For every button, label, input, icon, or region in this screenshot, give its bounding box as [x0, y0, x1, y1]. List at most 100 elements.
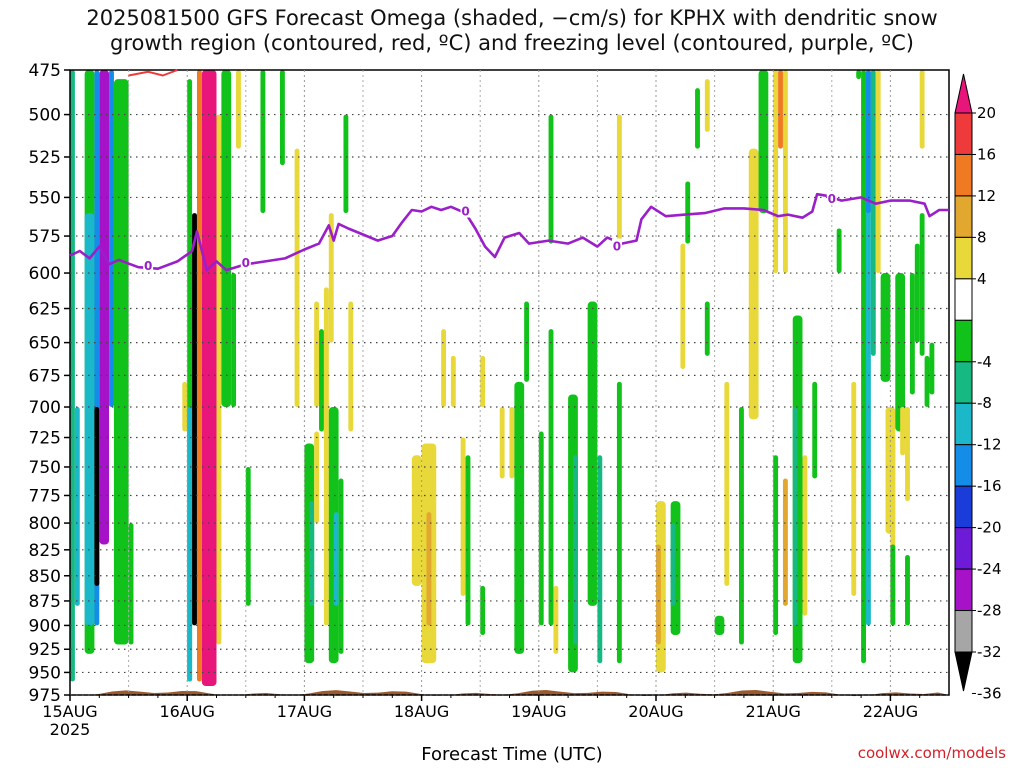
credit-text: coolwx.com/models — [857, 744, 1006, 762]
omega-cell — [656, 544, 661, 645]
y-tick-label: 700 — [29, 398, 61, 418]
colorbar-label: 16 — [977, 145, 996, 163]
y-tick-label: 625 — [29, 300, 61, 320]
omega-cell — [74, 407, 80, 606]
omega-cell — [919, 70, 925, 149]
y-tick-label: 500 — [29, 106, 61, 126]
omega-cell — [861, 70, 866, 664]
colorbar-label: -24 — [977, 560, 1002, 578]
colorbar-bin — [954, 444, 973, 487]
y-tick-label: 600 — [29, 264, 61, 284]
omega-cell — [319, 329, 324, 432]
freezing-level-label: 0 — [828, 192, 836, 206]
omega-cell — [524, 301, 530, 382]
omega-cell — [548, 329, 554, 626]
omega-cell — [616, 381, 622, 664]
omega-cell — [890, 544, 896, 626]
omega-cell — [450, 355, 456, 408]
omega-cell — [865, 70, 871, 214]
x-tick-label: 17AUG — [277, 702, 332, 721]
colorbar-top-triangle — [954, 73, 973, 114]
omega-cell — [343, 114, 349, 214]
colorbar-bin — [954, 153, 973, 197]
omega-cell — [670, 523, 676, 606]
omega-cell — [792, 407, 798, 626]
omega-cell — [616, 114, 622, 244]
omega-cell — [70, 70, 75, 682]
freezing-level-label-bg — [143, 257, 154, 272]
colorbar-label: -12 — [977, 436, 1002, 454]
x-tick-sublabel: 2025 — [50, 720, 91, 739]
omega-cell — [924, 355, 930, 408]
colorbar-bin — [954, 485, 973, 529]
y-tick-label: 475 — [29, 61, 61, 81]
colorbar-bin — [954, 195, 973, 238]
omega-cell — [597, 455, 603, 664]
freezing-level-contour: 0 0 0 0 0 — [69, 190, 949, 273]
colorbar: 20 16 12 8 4 -4 -8 -12 -16 -20 -24 -28 -32 -36 — [954, 73, 1002, 702]
omega-cell — [231, 273, 237, 408]
omega-cell — [328, 213, 334, 343]
chart-title-line-2: growth region (contoured, red, ºC) and f… — [110, 31, 914, 55]
x-tick-label: 15AUG — [42, 702, 97, 721]
colorbar-bin — [954, 527, 973, 570]
colorbar-label: 12 — [977, 187, 996, 205]
y-tick-label: 650 — [29, 334, 61, 354]
omega-cell — [914, 243, 920, 343]
omega-cell — [221, 70, 232, 408]
y-tick-label: 575 — [29, 227, 61, 247]
freezing-level-label-bg — [611, 238, 622, 253]
omega-cell — [587, 301, 598, 606]
x-tick-label: 21AUG — [745, 702, 800, 721]
omega-cell — [113, 79, 129, 645]
omega-cell — [680, 243, 686, 369]
freezing-level-line — [69, 192, 949, 272]
omega-cell — [773, 455, 779, 636]
y-tick-label: 850 — [29, 567, 61, 587]
omega-cell — [919, 213, 925, 356]
colorbar-label: 8 — [977, 228, 987, 246]
omega-cell — [187, 407, 193, 682]
omega-cell — [685, 181, 691, 244]
y-tick-label: 900 — [29, 616, 61, 636]
y-tick-label: 550 — [29, 188, 61, 208]
freezing-level-label-bg — [826, 190, 837, 205]
x-tick-label: 19AUG — [511, 702, 566, 721]
dendritic-growth-contour — [128, 69, 178, 77]
omega-cell — [460, 437, 466, 596]
omega-cell — [895, 273, 906, 432]
omega-cell — [704, 301, 710, 356]
colorbar-bin — [954, 361, 973, 404]
omega-cell — [480, 585, 486, 636]
omega-cell — [905, 407, 910, 502]
y-tick-label: 800 — [29, 514, 61, 534]
y-tick-label: 725 — [29, 429, 61, 449]
omega-cell — [348, 301, 354, 432]
freezing-level-label: 0 — [461, 205, 469, 219]
colorbar-label: -4 — [977, 353, 992, 371]
omega-cell — [99, 70, 110, 545]
omega-cell — [323, 287, 329, 626]
freezing-level-label: 0 — [144, 259, 152, 273]
omega-cell — [192, 213, 197, 626]
chart-title: 2025081500 GFS Forecast Omega (shaded, −… — [0, 6, 1024, 56]
omega-cell — [426, 512, 432, 626]
omega-cell — [314, 431, 320, 524]
y-tick-label: 950 — [29, 663, 61, 683]
x-tick-label: 20AUG — [628, 702, 683, 721]
omega-cell — [509, 407, 515, 479]
omega-cell — [739, 407, 744, 645]
omega-cell — [724, 381, 730, 586]
omega-cell — [309, 501, 315, 606]
colorbar-label: -28 — [977, 602, 1002, 620]
omega-cell — [514, 381, 525, 654]
omega-cell — [480, 355, 486, 408]
omega-cell — [905, 555, 910, 626]
omega-cell — [695, 88, 700, 149]
omega-cell — [411, 455, 422, 586]
y-tick-label: 975 — [29, 686, 61, 706]
omega-cell — [909, 273, 915, 395]
omega-cell — [851, 381, 857, 596]
